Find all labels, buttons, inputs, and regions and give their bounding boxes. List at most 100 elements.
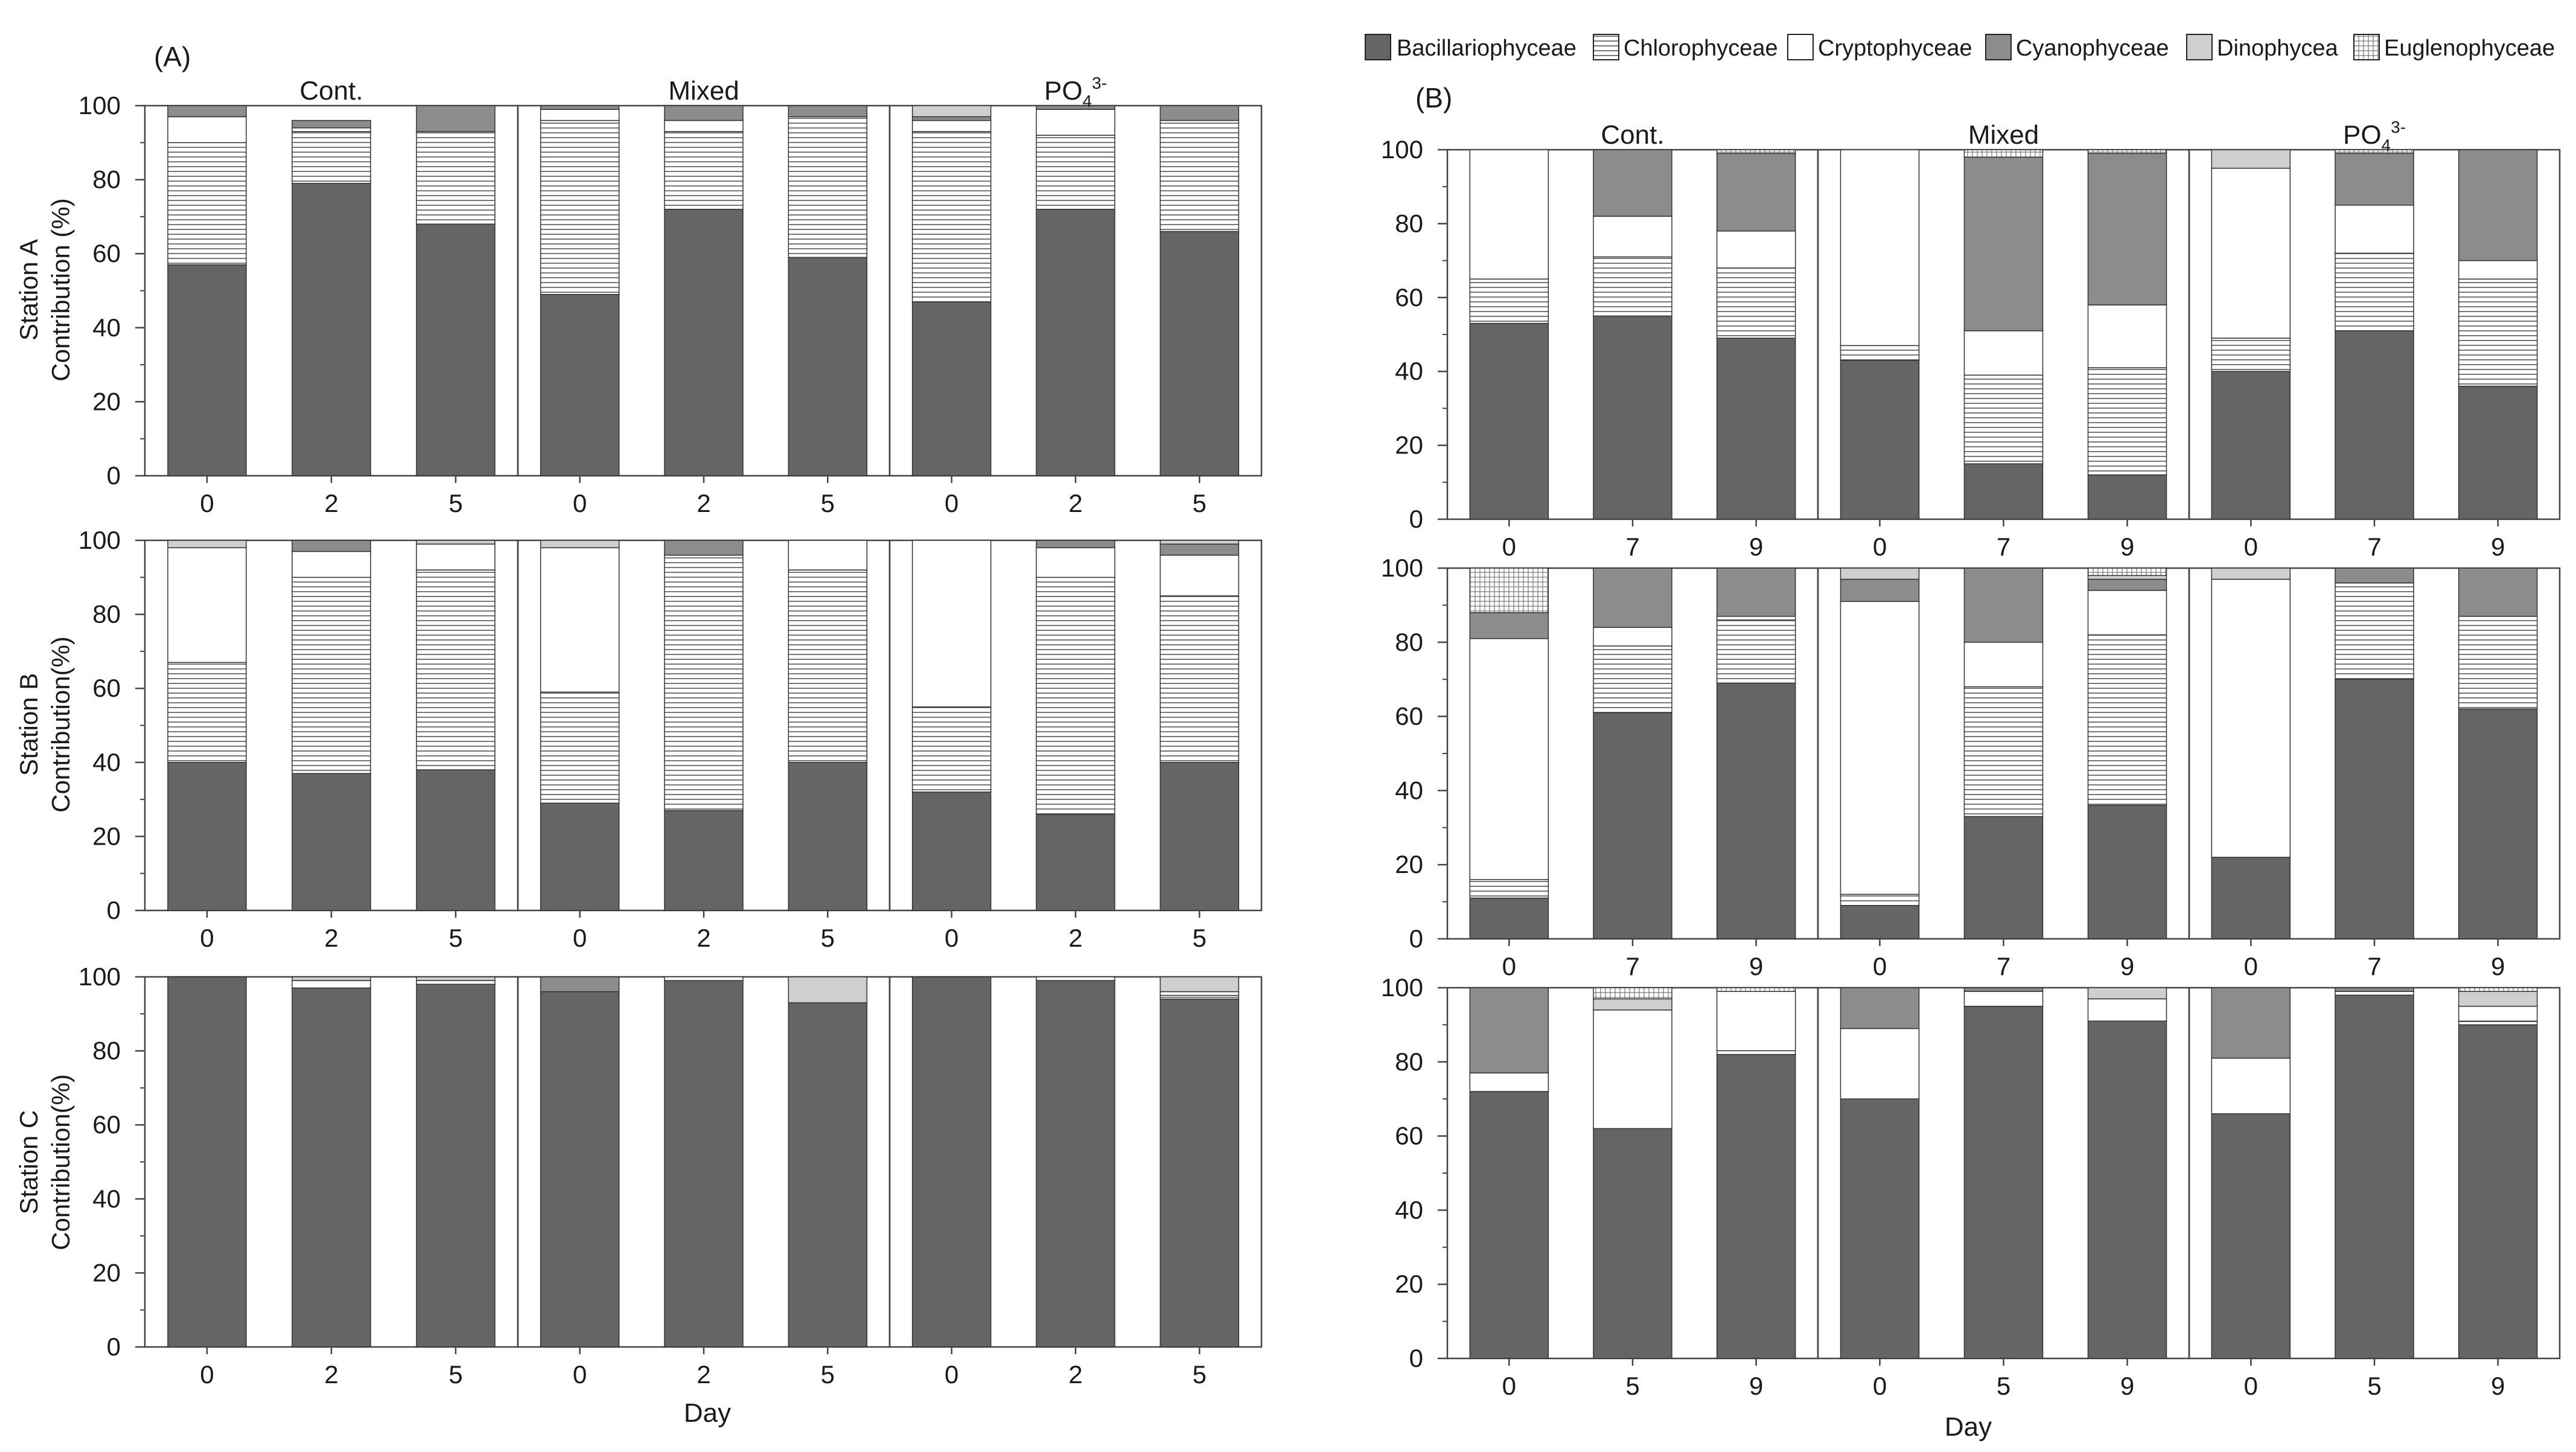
- panel-a-station-a-cont-day0-chlorophyceae-segment: [167, 142, 247, 266]
- panel-b-station-c-xtick-label-mixed-day9: 9: [2120, 1372, 2134, 1400]
- panel-a-station-a-po4-day2-chlorophyceae-segment: [1036, 135, 1115, 210]
- panel-b-station-b-mixed-day9-cyanophyceae-segment: [2087, 578, 2167, 591]
- panel-b-station-a-mixed-day7-euglenophyceae-segment: [1963, 149, 2044, 158]
- panel-b-station-b-xtick-label-po4-day9: 9: [2491, 952, 2505, 980]
- legend-item-chlorophyceae: Chlorophyceae: [1593, 34, 1778, 61]
- panel-b-station-a-po4-day0-chlorophyceae-segment: [2211, 337, 2291, 372]
- panel-b-station-a-ytick-label-80: 80: [1395, 209, 1423, 237]
- panel-a-station-b-cont-day5-dinophycea-segment: [416, 540, 496, 545]
- panel-a-station-a-mixed-day2-chlorophyceae-segment: [664, 131, 744, 210]
- panel-a-station-b-ytick-label-20: 20: [92, 822, 121, 850]
- panel-a-station-a-po4-day2-cryptophyceae-segment: [1036, 109, 1115, 136]
- panel-b-station-a-xtick-label-po4-day0: 0: [2244, 533, 2258, 561]
- panel-a-station-b-mixed-day2-bacillariophyceae-segment: [664, 810, 744, 911]
- panel-a-station-a-cont-day2-cryptophyceae-segment: [292, 127, 371, 132]
- panel-b-station-c-cont-day9-euglenophyceae-segment: [1716, 987, 1796, 992]
- legend-label-cyanophyceae: Cyanophyceae: [2016, 36, 2169, 61]
- panel-a-group-title-po4: PO43-: [1044, 74, 1107, 110]
- panel-a-station-b-mixed-day0-chlorophyceae-segment: [540, 691, 620, 804]
- panel-a-station-b-po4-day5-cyanophyceae-segment: [1159, 543, 1240, 556]
- panel-a-station-c-chart: 0 20 40 60 80 100 0 2 5 0 2 5 0 2 5: [78, 962, 1263, 1389]
- panel-a-station-b-ytick-label-0: 0: [107, 896, 121, 924]
- panel-a-station-c-ylabel: Contribution(%): [46, 1074, 75, 1250]
- panel-a-station-a-ytick-label-40: 40: [92, 313, 121, 342]
- panel-b-station-c-cont-day0-cryptophyceae-segment: [1469, 1072, 1549, 1092]
- panel-a-station-c-po4-day0-bacillariophyceae-segment: [911, 976, 992, 1348]
- panel-a-station-b-xtick-label-po4-day2: 2: [1068, 924, 1082, 952]
- panel-b-station-a-mixed-day9-chlorophyceae-segment: [2087, 367, 2167, 476]
- panel-a-station-b-po4-day0-chlorophyceae-segment: [911, 706, 992, 793]
- panel-a-station-b-ytick-label-100: 100: [78, 526, 121, 554]
- panel-b-station-c-mixed-day5-cyanophyceae-segment: [1963, 987, 2044, 992]
- panel-b-station-a-mixed-day7-cryptophyceae-segment: [1963, 330, 2044, 376]
- legend-label-chlorophyceae: Chlorophyceae: [1624, 36, 1778, 61]
- panel-a-station-c-po4-day5-bacillariophyceae-segment: [1159, 999, 1240, 1348]
- panel-a-station-a-cont-day2-cyanophyceae-segment: [292, 120, 371, 129]
- panel-b-station-c-po4-day0-cryptophyceae-segment: [2211, 1057, 2291, 1115]
- panel-a-station-a-po4-day5-chlorophyceae-segment: [1159, 120, 1240, 232]
- panel-a-station-c-ytick-label-0: 0: [107, 1332, 121, 1361]
- panel-a-station-b-ytick-label-40: 40: [92, 748, 121, 776]
- panel-b-station-c-ytick-label-20: 20: [1395, 1270, 1423, 1298]
- panel-a-station-a-cont-day2-bacillariophyceae-segment: [292, 182, 371, 476]
- panel-a-station-b-po4-day5-dinophycea-segment: [1159, 540, 1240, 545]
- panel-a-station-c-po4-day2-cryptophyceae-segment: [1036, 976, 1115, 981]
- panel-b-station-a-xtick-label-cont-day0: 0: [1502, 533, 1516, 561]
- panel-b-station-c-ytick-label-0: 0: [1409, 1344, 1423, 1372]
- panel-a-station-b-po4-day2-cryptophyceae-segment: [1036, 547, 1115, 578]
- panel-a-station-a-xtick-label-po4-day5: 5: [1193, 489, 1207, 517]
- panel-a-station-b-po4-day0-bacillariophyceae-segment: [911, 792, 992, 911]
- panel-b-station-c-cont-day5-dinophycea-segment: [1593, 998, 1672, 1011]
- panel-a-station-c-ylabel-station: Station C: [14, 1110, 43, 1215]
- panel-b-station-b-cont-day0-euglenophyceae-segment: [1469, 568, 1549, 613]
- panel-b-station-c-po4-day9-dinophycea-segment: [2458, 991, 2538, 1007]
- panel-a-station-a-xtick-label-cont-day2: 2: [324, 489, 338, 517]
- panel-a-station-c-mixed-day5-bacillariophyceae-segment: [788, 1002, 868, 1348]
- panel-b-station-b-po4-day0-cryptophyceae-segment: [2211, 578, 2291, 858]
- panel-b-station-c-mixed-day0-cyanophyceae-segment: [1840, 987, 1920, 1029]
- panel-b-station-a-chart: 0 20 40 60 80 100 0 7 9 0 7 9 0 7 9 Cont. Mixed PO43-: [1381, 118, 2561, 561]
- panel-b-station-b-cont-day0-bacillariophyceae-segment: [1469, 897, 1549, 939]
- panel-b-station-b-mixed-day7-chlorophyceae-segment: [1963, 686, 2044, 817]
- legend-item-dinophycea: Dinophycea: [2186, 34, 2339, 61]
- panel-b-station-c-cont-day5-euglenophyceae-segment: [1593, 987, 1672, 1000]
- panel-a-station-b-mixed-day0-bacillariophyceae-segment: [540, 802, 620, 911]
- panel-b-station-a-po4-day7-chlorophyceae-segment: [2335, 252, 2414, 331]
- panel-a-station-b-cont-day5-chlorophyceae-segment: [416, 569, 496, 770]
- panel-b-station-c-xtick-label-po4-day9: 9: [2491, 1372, 2505, 1400]
- panel-b-station-a-cont-day9-chlorophyceae-segment: [1716, 267, 1796, 339]
- panel-a-station-b-xtick-label-cont-day5: 5: [448, 924, 462, 952]
- panel-b-station-b-po4-day0-dinophycea-segment: [2211, 568, 2291, 580]
- panel-a-station-a-xtick-label-mixed-day5: 5: [821, 489, 835, 517]
- panel-b-station-a-cont-day7-cyanophyceae-segment: [1593, 149, 1672, 217]
- panel-b-station-c-xtick-label-po4-day5: 5: [2367, 1372, 2381, 1400]
- panel-b-station-c-cont-day9-bacillariophyceae-segment: [1716, 1054, 1796, 1359]
- panel-b-station-a-mixed-day9-cyanophyceae-segment: [2087, 153, 2167, 305]
- panel-a-station-b-po4-day2-chlorophyceae-segment: [1036, 577, 1115, 815]
- panel-a-station-b-mixed-day5-cryptophyceae-segment: [788, 540, 868, 571]
- panel-b-station-c-ytick-label-60: 60: [1395, 1122, 1423, 1150]
- legend-label-cryptophyceae: Cryptophyceae: [1818, 36, 1972, 61]
- panel-a-station-a-mixed-day0-chlorophyceae-segment: [540, 120, 620, 295]
- panel-a-station-a-mixed-day5-cyanophyceae-segment: [788, 105, 868, 118]
- panel-b-station-b-cont-day9-bacillariophyceae-segment: [1716, 682, 1796, 939]
- panel-b-station-a-xtick-label-po4-day9: 9: [2491, 533, 2505, 561]
- legend-swatch-bacillariophyceae: [1365, 34, 1391, 60]
- legend-swatch-euglenophyceae: [2353, 34, 2380, 60]
- panel-a-station-c-po4-day5-dinophycea-segment: [1159, 976, 1240, 993]
- panel-a-station-a-po4-day5-cyanophyceae-segment: [1159, 105, 1240, 121]
- panel-a-station-b-cont-day2-chlorophyceae-segment: [292, 577, 371, 774]
- panel-b-station-b-po4-day9-bacillariophyceae-segment: [2458, 708, 2538, 939]
- panel-b-station-c-ytick-label-80: 80: [1395, 1047, 1423, 1076]
- panel-b-station-b-cont-day9-chlorophyceae-segment: [1716, 619, 1796, 684]
- panel-a-station-b-xtick-label-cont-day0: 0: [200, 924, 214, 952]
- panel-a-station-c-po4-day2-bacillariophyceae-segment: [1036, 980, 1115, 1348]
- panel-b-station-a-cont-day9-cyanophyceae-segment: [1716, 153, 1796, 232]
- panel-a-station-c-xtick-label-mixed-day5: 5: [821, 1360, 835, 1389]
- legend-item-cryptophyceae: Cryptophyceae: [1787, 34, 1972, 61]
- panel-a-station-c-mixed-day2-bacillariophyceae-segment: [664, 980, 744, 1348]
- panel-b-station-a-mixed-day0-chlorophyceae-segment: [1840, 345, 1920, 361]
- panel-b-station-b-cont-day0-cryptophyceae-segment: [1469, 638, 1549, 880]
- panel-b-station-b-po4-day0-bacillariophyceae-segment: [2211, 857, 2291, 939]
- panel-a-station-b-po4-day5-cryptophyceae-segment: [1159, 554, 1240, 596]
